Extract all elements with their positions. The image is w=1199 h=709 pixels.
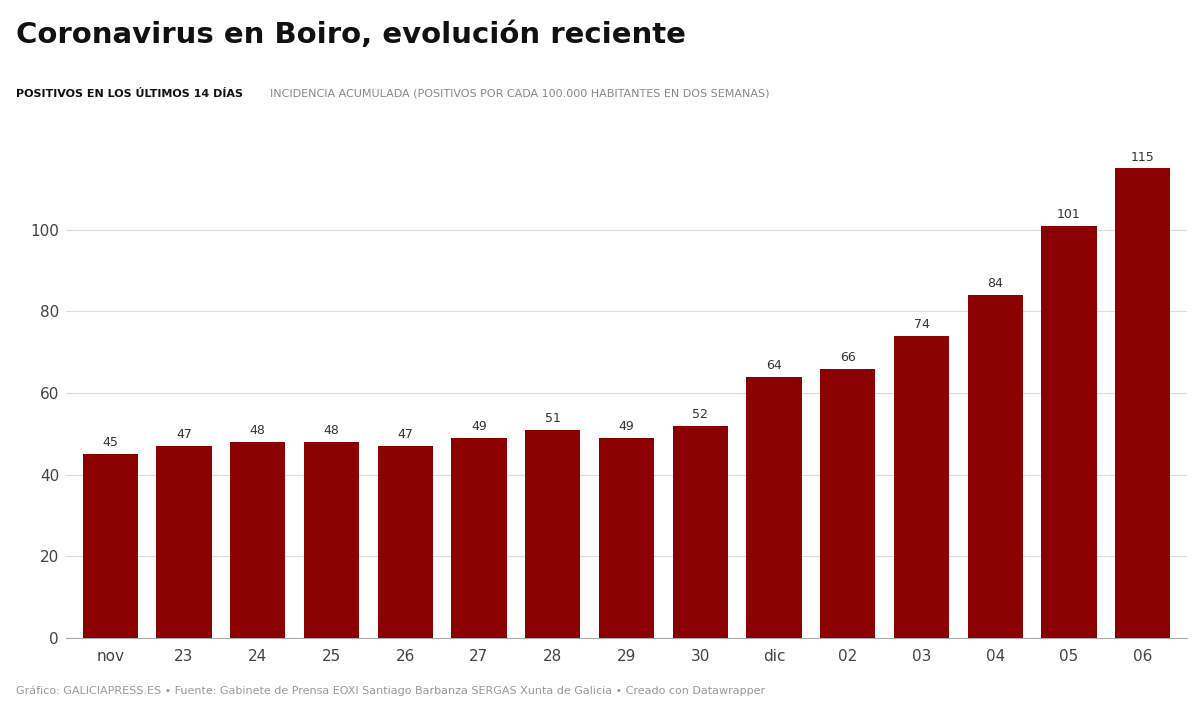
- Bar: [820, 369, 875, 638]
- Bar: [1115, 169, 1170, 638]
- Text: 115: 115: [1131, 150, 1155, 164]
- Bar: [451, 438, 507, 638]
- Bar: [230, 442, 285, 638]
- Bar: [968, 295, 1023, 638]
- Text: 49: 49: [619, 420, 634, 433]
- Text: 84: 84: [987, 277, 1004, 290]
- Bar: [746, 376, 802, 638]
- Bar: [378, 446, 433, 638]
- Bar: [83, 454, 138, 638]
- Text: 52: 52: [692, 408, 709, 421]
- Text: 47: 47: [397, 428, 414, 441]
- Bar: [1042, 225, 1097, 638]
- Bar: [893, 336, 950, 638]
- Bar: [525, 430, 580, 638]
- Text: 49: 49: [471, 420, 487, 433]
- Bar: [673, 425, 728, 638]
- Text: 51: 51: [544, 412, 561, 425]
- Text: 66: 66: [839, 351, 856, 364]
- Text: 47: 47: [176, 428, 192, 441]
- Text: 45: 45: [102, 437, 119, 450]
- Bar: [598, 438, 655, 638]
- Bar: [156, 446, 211, 638]
- Text: Gráfico: GALICIAPRESS.ES • Fuente: Gabinete de Prensa EOXI Santiago Barbanza SER: Gráfico: GALICIAPRESS.ES • Fuente: Gabin…: [16, 686, 765, 696]
- Text: 48: 48: [324, 424, 339, 437]
- Text: 64: 64: [766, 359, 782, 372]
- Text: 48: 48: [249, 424, 266, 437]
- Text: POSITIVOS EN LOS ÚLTIMOS 14 DÍAS: POSITIVOS EN LOS ÚLTIMOS 14 DÍAS: [16, 89, 242, 99]
- Text: 101: 101: [1058, 208, 1080, 220]
- Text: INCIDENCIA ACUMULADA (POSITIVOS POR CADA 100.000 HABITANTES EN DOS SEMANAS): INCIDENCIA ACUMULADA (POSITIVOS POR CADA…: [270, 89, 770, 99]
- Bar: [303, 442, 360, 638]
- Text: Coronavirus en Boiro, evolución reciente: Coronavirus en Boiro, evolución reciente: [16, 21, 686, 49]
- Text: 74: 74: [914, 318, 929, 331]
